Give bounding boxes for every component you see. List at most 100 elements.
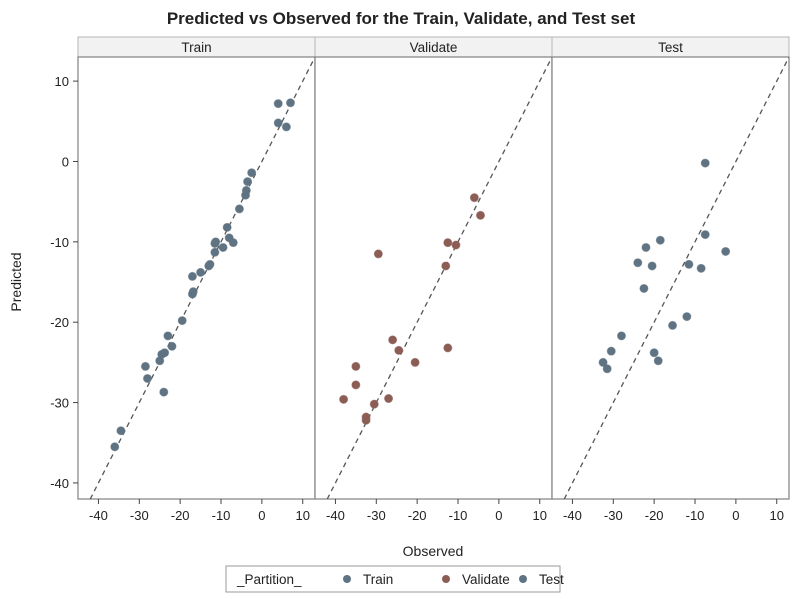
data-point-test <box>721 246 731 256</box>
data-point-validate <box>443 343 453 353</box>
panel-test: Test <box>551 36 790 500</box>
legend-label: Train <box>363 572 393 587</box>
legend-label: Validate <box>462 572 510 587</box>
data-point-train <box>234 204 244 214</box>
data-point-validate <box>351 380 361 390</box>
x-tick-label: 10 <box>296 508 310 523</box>
data-point-test <box>606 346 616 356</box>
x-axis-label: Observed <box>403 543 464 559</box>
data-point-train <box>116 426 126 436</box>
legend-title: _Partition_ <box>236 572 302 587</box>
data-point-train <box>247 168 257 178</box>
plot-area <box>314 56 553 500</box>
data-point-train <box>273 99 283 109</box>
data-point-train <box>160 348 170 358</box>
legend-label: Test <box>539 572 564 587</box>
reference-line <box>89 57 315 499</box>
data-point-train <box>285 98 295 108</box>
panels-layer: Train Validate Test <box>77 36 790 500</box>
data-point-train <box>210 247 220 257</box>
data-point-train <box>241 185 251 195</box>
x-tick-label: 0 <box>732 508 739 523</box>
data-point-train <box>281 122 291 132</box>
data-point-validate <box>361 415 371 425</box>
data-point-test <box>598 357 608 367</box>
data-point-train <box>273 118 283 128</box>
data-point-validate <box>351 361 361 371</box>
data-point-test <box>641 242 651 252</box>
data-point-test <box>682 312 692 322</box>
data-point-train <box>140 361 150 371</box>
legend-marker <box>519 575 527 583</box>
data-point-validate <box>339 394 349 404</box>
reference-line <box>326 57 552 499</box>
panel-validate: Validate <box>314 36 553 500</box>
data-point-train <box>222 222 232 232</box>
x-tick-label: -20 <box>408 508 427 523</box>
x-tick-label: -10 <box>686 508 705 523</box>
data-point-train <box>177 316 187 326</box>
data-point-train <box>188 287 198 297</box>
data-point-train <box>228 238 238 248</box>
x-tick-label: -10 <box>449 508 468 523</box>
data-point-train <box>163 331 173 341</box>
data-point-test <box>649 348 659 358</box>
x-tick-label: 10 <box>770 508 784 523</box>
data-point-validate <box>369 399 379 409</box>
x-tick-label: -40 <box>326 508 345 523</box>
legend-marker <box>343 575 351 583</box>
y-tick-label: -10 <box>50 235 69 250</box>
plot-area <box>551 56 790 500</box>
data-point-validate <box>475 210 485 220</box>
data-point-test <box>616 331 626 341</box>
x-tick-label: -30 <box>604 508 623 523</box>
data-point-test <box>633 258 643 268</box>
data-point-test <box>639 283 649 293</box>
legend-item-test: Test <box>519 572 564 587</box>
data-point-train <box>159 387 169 397</box>
data-point-validate <box>451 240 461 250</box>
data-point-train <box>167 341 177 351</box>
x-tick-label: -30 <box>367 508 386 523</box>
data-point-validate <box>441 261 451 271</box>
x-tick-label: -40 <box>563 508 582 523</box>
panel-train: Train <box>77 36 316 500</box>
y-tick-label: -30 <box>50 396 69 411</box>
y-tick-label: -20 <box>50 315 69 330</box>
data-point-test <box>668 320 678 330</box>
legend: _Partition_ Train Validate Test <box>225 565 564 593</box>
data-point-validate <box>443 238 453 248</box>
x-tick-label: 0 <box>258 508 265 523</box>
panel-header-label: Test <box>658 40 683 55</box>
data-point-validate <box>388 335 398 345</box>
x-tick-label: -20 <box>645 508 664 523</box>
x-tick-label: -40 <box>89 508 108 523</box>
legend-item-validate: Validate <box>442 572 510 587</box>
data-point-train <box>218 242 228 252</box>
data-point-train <box>196 267 206 277</box>
y-tick-label: 10 <box>55 74 69 89</box>
data-point-validate <box>394 345 404 355</box>
data-point-train <box>211 237 221 247</box>
axes-layer: -40 -30 -20 -10 0 10 -40 -30 -20 -10 0 10 -40 -30 -20 -… <box>50 74 784 523</box>
x-tick-label: -30 <box>130 508 149 523</box>
chart-title: Predicted vs Observed for the Train, Val… <box>167 9 636 28</box>
data-point-test <box>602 364 612 374</box>
data-point-test <box>655 235 665 245</box>
data-point-train <box>110 442 120 452</box>
y-axis-label: Predicted <box>8 252 24 311</box>
data-point-validate <box>410 357 420 367</box>
legend-marker <box>442 575 450 583</box>
legend-item-train: Train <box>343 572 393 587</box>
panel-header-label: Train <box>181 40 211 55</box>
data-point-validate <box>373 249 383 259</box>
panel-header-label: Validate <box>410 40 458 55</box>
data-point-train <box>205 259 215 269</box>
data-point-test <box>700 230 710 240</box>
legend-box <box>225 565 561 593</box>
y-tick-label: -40 <box>50 476 69 491</box>
x-tick-label: -10 <box>212 508 231 523</box>
x-tick-label: -20 <box>171 508 190 523</box>
data-point-train <box>187 271 197 281</box>
